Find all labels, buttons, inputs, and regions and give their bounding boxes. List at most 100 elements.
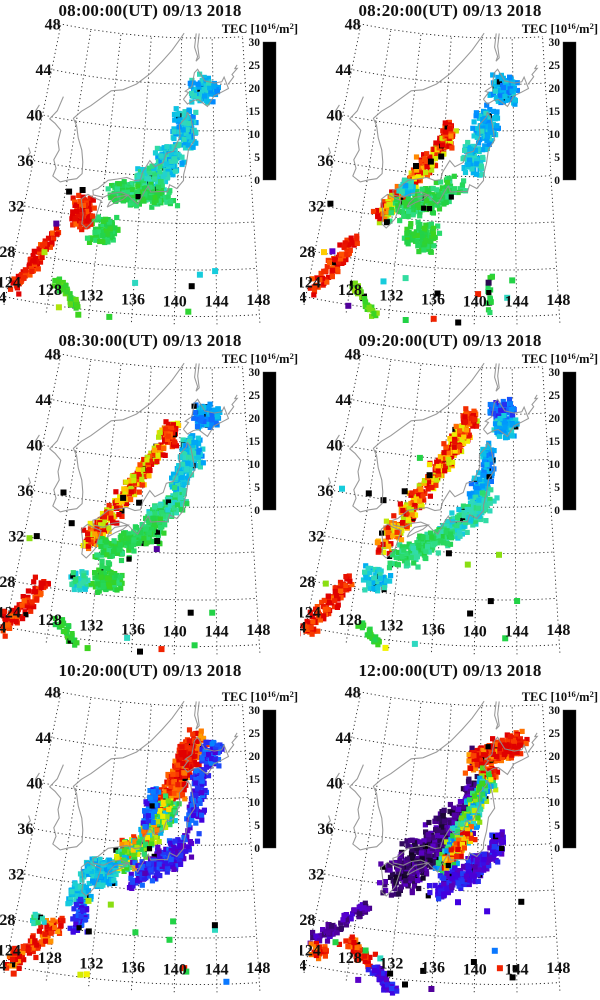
svg-text:136: 136: [121, 621, 145, 638]
map-canvas: 2428323640444812412813213614014414830252…: [300, 17, 598, 326]
svg-text:40: 40: [327, 108, 343, 125]
svg-text:5: 5: [254, 152, 260, 164]
svg-text:140: 140: [163, 623, 187, 640]
svg-text:32: 32: [308, 199, 324, 216]
svg-text:48: 48: [345, 17, 361, 34]
svg-text:15: 15: [549, 106, 561, 118]
svg-text:148: 148: [246, 292, 270, 309]
svg-text:40: 40: [27, 108, 43, 125]
colorbar-label: TEC [1016/m2]: [222, 351, 298, 366]
svg-text:28: 28: [0, 244, 15, 261]
svg-text:40: 40: [27, 438, 43, 455]
tec-map-panel-6: 12:00:00(UT) 09/13 2018 2428323640444812…: [300, 660, 600, 1000]
coastline: [326, 362, 539, 559]
map-canvas: 2428323640444812412813213614014414830252…: [0, 17, 298, 325]
coastline: [326, 700, 539, 897]
colorbar: 30 25 20 15 10 5 0 TEC [1016/m2]: [222, 21, 298, 187]
panel-title: 10:20:00(UT) 09/13 2018: [58, 661, 242, 680]
svg-text:0: 0: [254, 175, 260, 187]
svg-text:40: 40: [327, 438, 343, 455]
tec-data-points: [8, 71, 221, 320]
coastline: [26, 700, 239, 897]
svg-text:140: 140: [463, 623, 487, 640]
svg-text:25: 25: [249, 390, 261, 402]
svg-text:128: 128: [38, 282, 62, 299]
axis-labels: 24283236404448124128132136140144148: [300, 347, 570, 641]
svg-text:148: 148: [546, 292, 570, 309]
svg-text:28: 28: [300, 574, 315, 591]
svg-text:25: 25: [249, 60, 261, 72]
tec-map-panel-4: 09:20:00(UT) 09/13 2018 24 28 32 36 40 44 48 12…: [300, 330, 600, 660]
colorbar: 30 25 20 15 10 5 0 TEC [1016/m2]: [522, 21, 598, 187]
coastline: [326, 32, 539, 229]
svg-text:140: 140: [163, 293, 187, 310]
panel-title: 09:20:00(UT) 09/13 2018: [358, 331, 542, 350]
svg-text:28: 28: [300, 244, 315, 261]
svg-text:0: 0: [554, 175, 560, 187]
coastline: [26, 32, 239, 229]
svg-text:24: 24: [300, 290, 306, 307]
svg-text:10: 10: [249, 129, 261, 141]
svg-text:5: 5: [254, 482, 260, 494]
svg-text:20: 20: [249, 83, 261, 95]
map-canvas: 2428323640444812412813213614014414830252…: [0, 685, 298, 993]
colorbar-label: TEC [1016/m2]: [522, 351, 598, 366]
svg-text:32: 32: [8, 529, 24, 546]
svg-text:128: 128: [338, 282, 362, 299]
svg-text:36: 36: [317, 483, 333, 500]
panel-title: 08:30:00(UT) 09/13 2018: [58, 331, 242, 350]
map-canvas: 2428323640444812412813213614014414830252…: [300, 347, 598, 655]
svg-text:30: 30: [549, 37, 561, 49]
svg-text:20: 20: [549, 413, 561, 425]
colorbar-label: TEC [1016/m2]: [222, 689, 298, 704]
svg-text:144: 144: [205, 294, 229, 311]
svg-text:20: 20: [549, 83, 561, 95]
tec-data-points: [4, 727, 230, 985]
svg-text:44: 44: [336, 62, 352, 79]
svg-text:44: 44: [336, 392, 352, 409]
panel-title: 12:00:00(UT) 09/13 2018: [358, 661, 542, 680]
axis-labels: 24283236404448124128132136140144148: [0, 17, 270, 311]
svg-text:132: 132: [379, 618, 403, 635]
svg-text:15: 15: [249, 436, 261, 448]
svg-text:5: 5: [554, 482, 560, 494]
svg-text:32: 32: [8, 199, 24, 216]
svg-text:36: 36: [17, 483, 33, 500]
panel-title: 08:20:00(UT) 09/13 2018: [358, 1, 542, 20]
colorbar-label: TEC [1016/m2]: [522, 21, 598, 36]
svg-text:10: 10: [549, 129, 561, 141]
tec-map-panel-5: 10:20:00(UT) 09/13 2018 2428323640444812…: [0, 660, 300, 1000]
svg-text:44: 44: [36, 392, 52, 409]
svg-text:148: 148: [246, 622, 270, 639]
svg-text:25: 25: [549, 60, 561, 72]
coastline: [26, 362, 239, 559]
axis-labels: 24283236404448124128132136140144148: [0, 347, 270, 641]
svg-text:15: 15: [249, 106, 261, 118]
svg-text:20: 20: [249, 413, 261, 425]
svg-text:5: 5: [554, 152, 560, 164]
svg-text:144: 144: [505, 624, 529, 641]
svg-text:144: 144: [505, 294, 529, 311]
axis-labels: 24283236404448124128132136140144148: [300, 685, 570, 979]
svg-text:124: 124: [0, 275, 21, 292]
panel-title: 08:00:00(UT) 09/13 2018: [58, 1, 242, 20]
axis-labels: 24283236404448124128132136140144148: [300, 17, 570, 311]
colorbar-label: TEC [1016/m2]: [222, 21, 298, 36]
svg-text:140: 140: [463, 293, 487, 310]
svg-text:48: 48: [345, 347, 361, 364]
svg-text:30: 30: [249, 37, 261, 49]
colorbar-label: TEC [1016/m2]: [522, 689, 598, 704]
graticule: [300, 22, 561, 325]
svg-text:148: 148: [546, 622, 570, 639]
graticule: [300, 352, 561, 655]
svg-text:124: 124: [300, 275, 321, 292]
svg-text:132: 132: [79, 618, 103, 635]
svg-text:15: 15: [549, 436, 561, 448]
svg-text:36: 36: [317, 153, 333, 170]
svg-text:24: 24: [0, 620, 6, 637]
svg-text:10: 10: [549, 459, 561, 471]
svg-text:136: 136: [421, 621, 445, 638]
